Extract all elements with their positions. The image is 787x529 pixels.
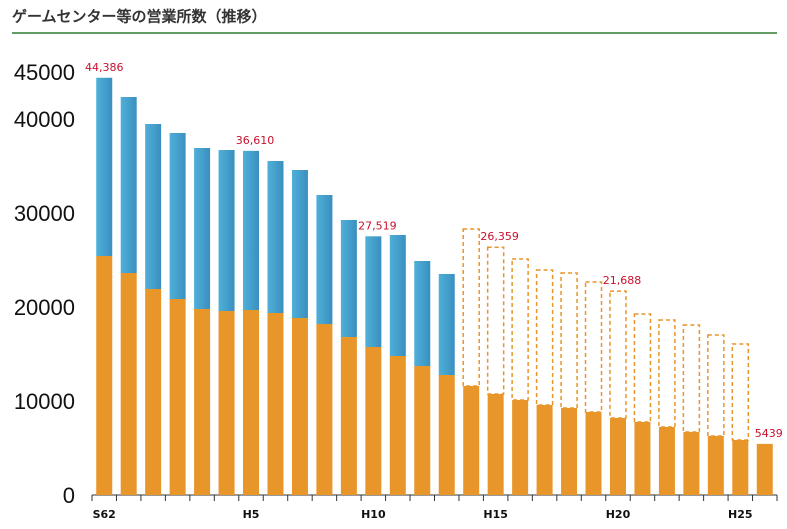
x-tick-label: H10 (361, 508, 386, 521)
x-tick-label: H5 (243, 508, 260, 521)
bar-segment (609, 418, 626, 495)
bar-segment (145, 124, 162, 289)
bar-segment (462, 228, 480, 387)
chart-title: ゲームセンター等の営業所数（推移） (12, 8, 267, 26)
bar-segment (561, 408, 578, 495)
bar-segment (243, 309, 260, 495)
total-label: 5439 (755, 427, 783, 440)
bar-segment (486, 246, 505, 395)
y-tick-label: 40000 (14, 107, 75, 132)
bar-segment (267, 312, 284, 495)
bar-segment (243, 150, 260, 310)
bar-segment (732, 440, 749, 495)
bar-segment (512, 400, 529, 495)
bar-segment (291, 317, 308, 495)
bar-segment (169, 299, 186, 495)
y-tick-label: 10000 (14, 389, 75, 414)
bar-segment (560, 272, 578, 409)
bar-segment (365, 236, 382, 347)
bar-segment (96, 77, 113, 256)
bar-segment (487, 393, 504, 495)
bar-segment (511, 258, 529, 401)
bar-segment (414, 260, 431, 367)
total-label: 36,610 (236, 134, 275, 147)
y-tick-label: 45000 (14, 60, 75, 85)
total-label: 44,386 (85, 61, 124, 74)
bar-segment (365, 346, 382, 495)
total-label: 26,359 (480, 230, 519, 243)
total-label: 27,519 (358, 219, 397, 232)
bar-segment (194, 147, 211, 310)
bar-segment (536, 405, 553, 495)
bar-segment (340, 220, 357, 337)
bar-segment (169, 132, 186, 300)
bar-segment (634, 421, 651, 495)
bar-segment (389, 356, 406, 495)
x-tick-label: H20 (606, 508, 631, 521)
total-label: 21,688 (603, 274, 642, 287)
bar-segment (609, 290, 627, 419)
bar-segment (316, 194, 333, 325)
bar-segment (658, 319, 676, 428)
bar-segment (707, 334, 725, 437)
bar-segment (683, 432, 700, 495)
bar-segment (756, 443, 773, 495)
bar-segment (438, 374, 455, 495)
bar-segment (731, 343, 750, 441)
y-tick-label: 20000 (14, 295, 75, 320)
bar-segment (535, 269, 554, 406)
bar-segment (194, 309, 211, 495)
x-tick-label: S62 (93, 508, 116, 521)
bar-segment (389, 234, 406, 357)
x-tick-label: H15 (483, 508, 508, 521)
bar-segment (120, 97, 137, 274)
bar-segment (682, 324, 701, 433)
bar-segment (585, 411, 602, 495)
bar-segment (707, 435, 724, 495)
bar-segment (291, 170, 308, 318)
bar-segment (218, 150, 235, 312)
bar-segment (218, 311, 235, 495)
bar-segment (414, 366, 431, 495)
bar-segment (658, 427, 675, 495)
x-tick-label: H25 (728, 508, 753, 521)
bar-segment (584, 281, 603, 413)
bar-segment (267, 160, 284, 313)
bar-segment (340, 336, 357, 495)
bar-segment (633, 313, 652, 423)
bar-segment (96, 255, 113, 495)
bar-segment (145, 288, 162, 495)
y-tick-label: 30000 (14, 201, 75, 226)
bar-segment (463, 385, 480, 495)
bar-segment (438, 273, 455, 375)
bar-segment (120, 273, 137, 495)
bar-segment (316, 324, 333, 495)
y-tick-label: 0 (63, 483, 75, 508)
